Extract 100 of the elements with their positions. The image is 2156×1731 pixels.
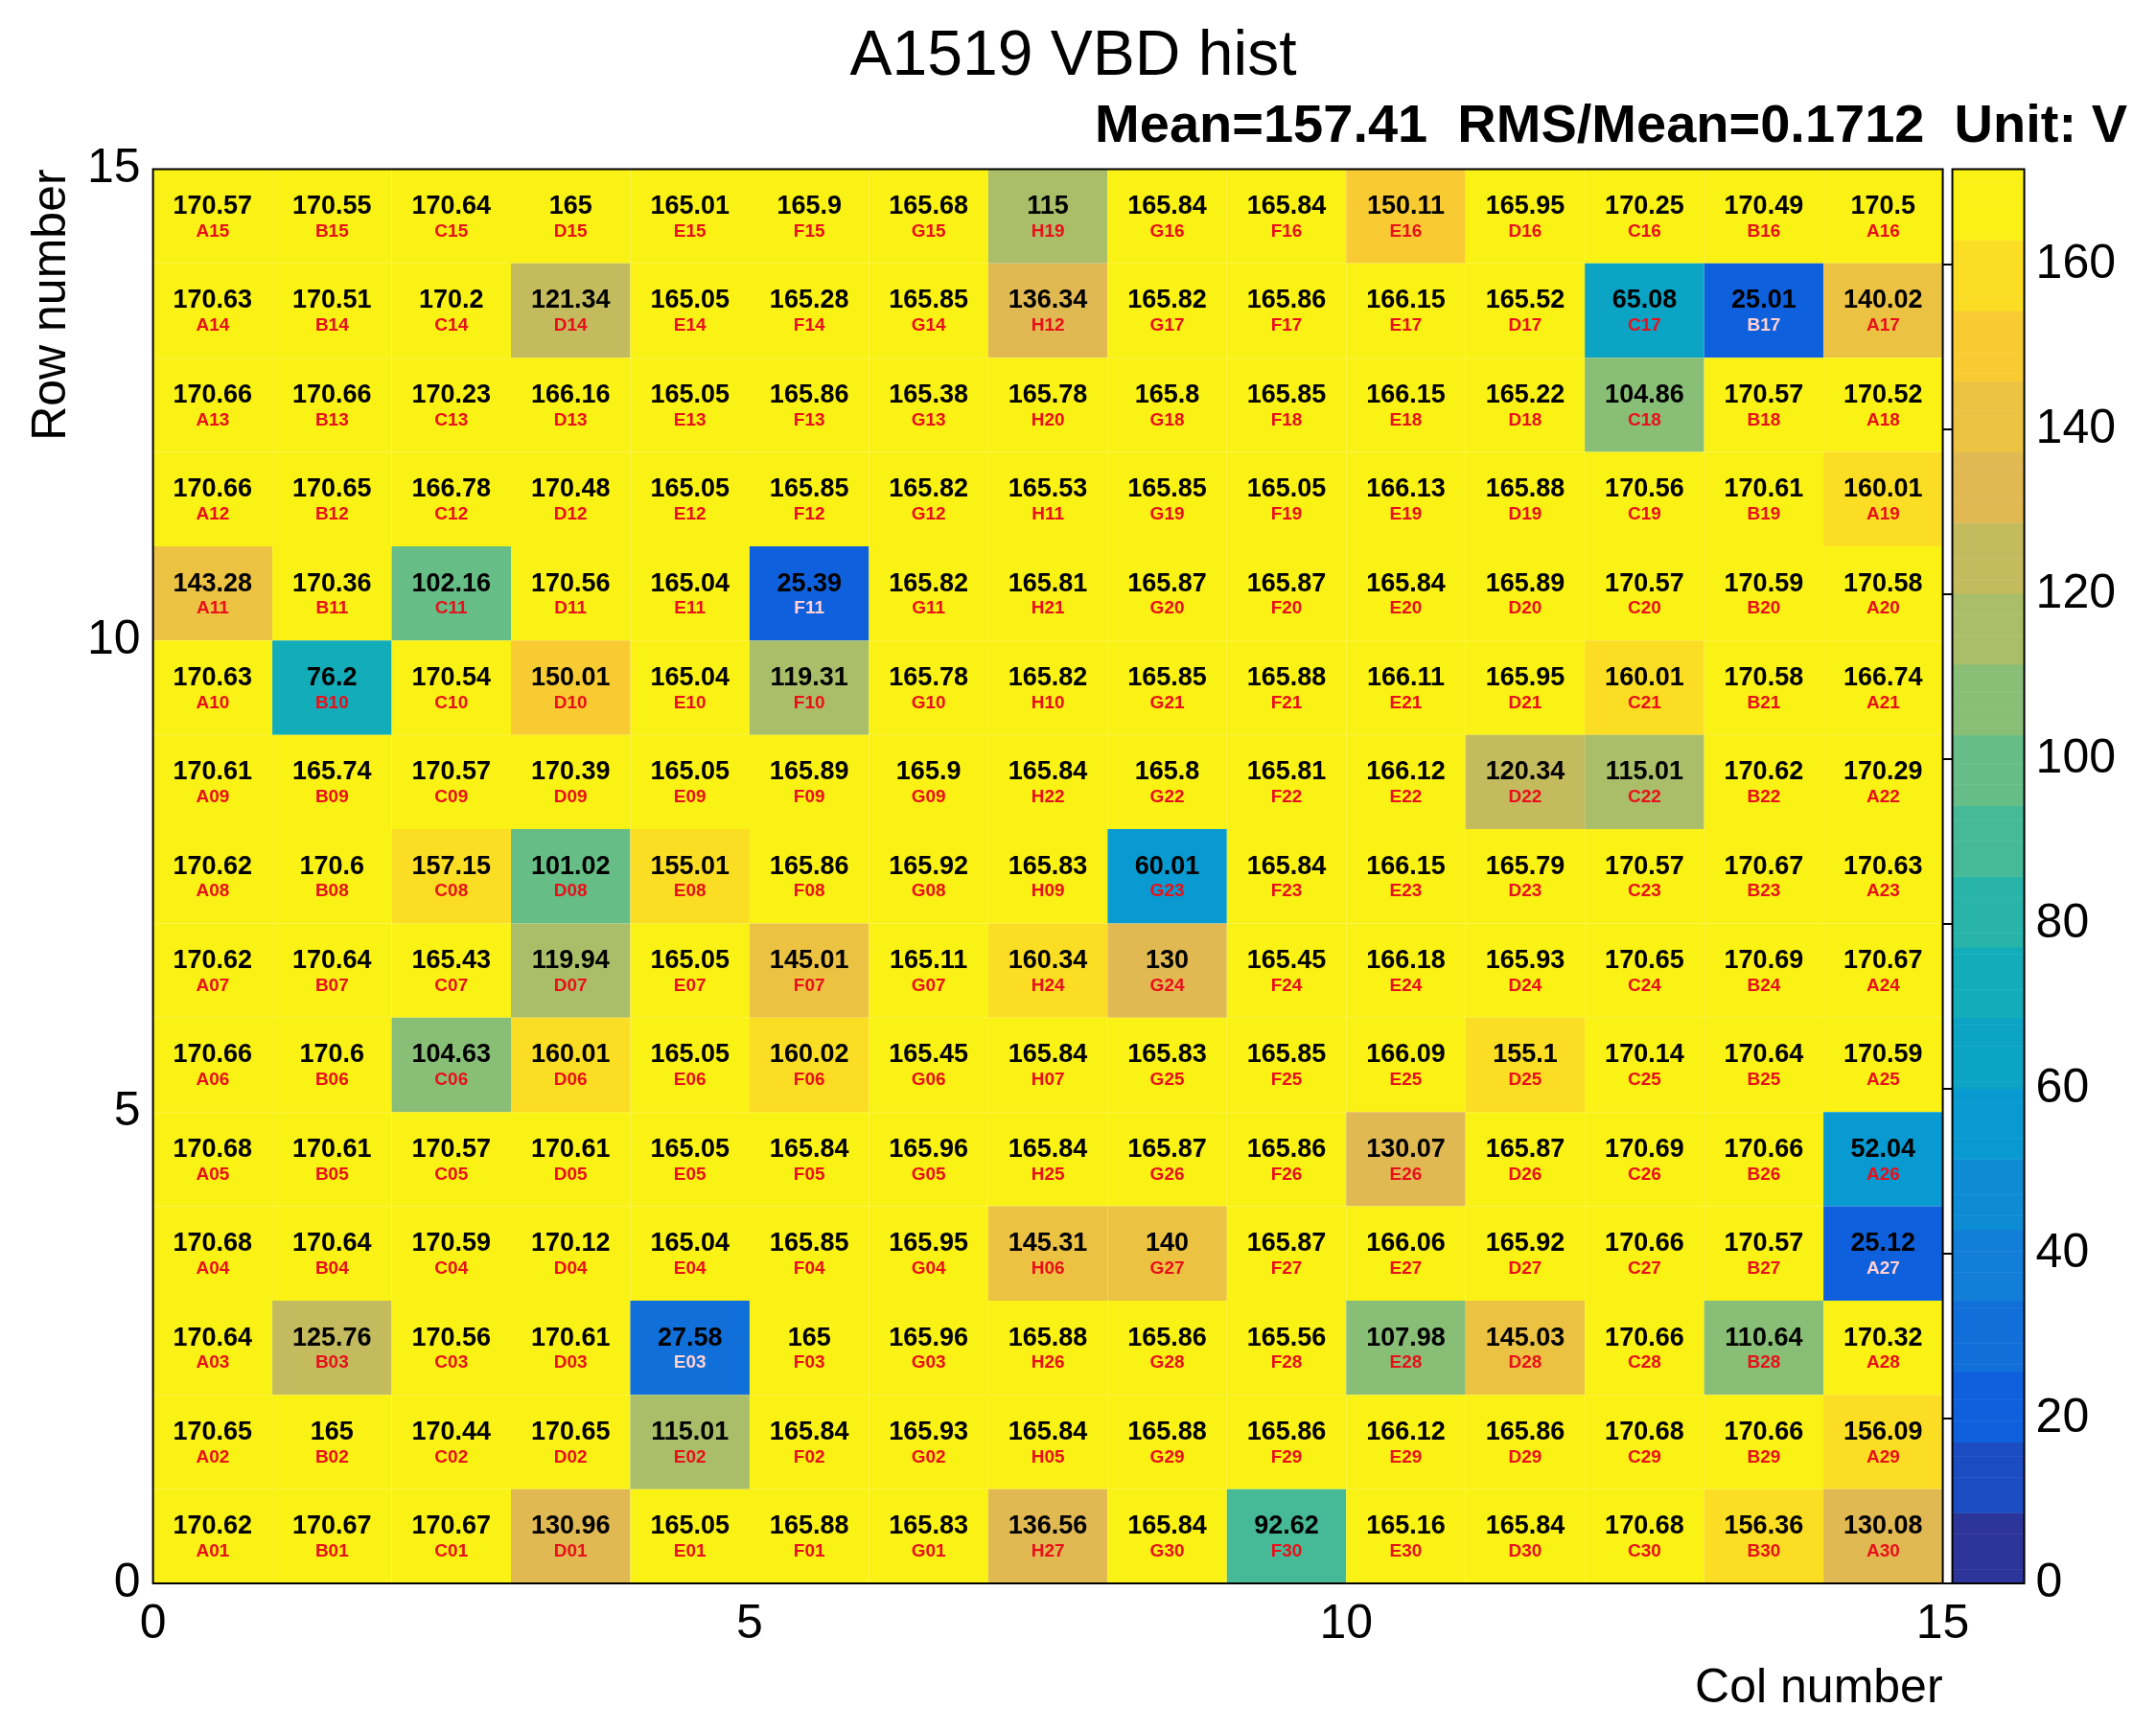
data-label: 166.11 E21 — [1366, 661, 1446, 712]
data-label: 170.61 A09 — [173, 756, 253, 807]
data-label: 165.28 F14 — [769, 285, 849, 335]
data-label: 170.62 A07 — [173, 945, 253, 995]
data-label: 165.88 F21 — [1246, 661, 1327, 712]
chart-title: A1519 VBD hist — [849, 16, 1297, 88]
color-bar-label: 40 — [2035, 1223, 2090, 1278]
color-bar-label: 80 — [2035, 893, 2090, 948]
data-label: 165.84 F02 — [769, 1416, 849, 1466]
data-label: 170.62 A08 — [173, 850, 253, 901]
data-label: 27.58 E03 — [657, 1322, 723, 1373]
data-label: 165.86 G28 — [1127, 1322, 1207, 1373]
data-label: 166.15 E18 — [1366, 379, 1446, 429]
data-label: 165.87 F27 — [1246, 1228, 1327, 1278]
data-label: 170.52 A18 — [1843, 379, 1923, 429]
data-label: 165.85 F12 — [769, 473, 849, 523]
data-label: 165.84 E20 — [1366, 567, 1446, 618]
data-label: 165.8 G18 — [1134, 379, 1200, 429]
data-label: 165.05 E07 — [650, 945, 730, 995]
data-label: 165.8 G22 — [1134, 756, 1200, 807]
data-label: 165.96 G05 — [889, 1133, 968, 1184]
data-label: 156.09 A29 — [1843, 1416, 1923, 1466]
data-label: 166.15 E17 — [1366, 285, 1446, 335]
y-tick-label: 10 — [86, 611, 141, 665]
data-label: 165.84 H07 — [1008, 1039, 1088, 1090]
data-label: 170.6 B06 — [299, 1039, 365, 1090]
data-label: 165.84 H05 — [1008, 1416, 1088, 1466]
data-label: 165.04 E11 — [650, 567, 730, 618]
data-label: 170.54 C10 — [411, 661, 492, 712]
data-label: 165.79 D23 — [1485, 850, 1565, 901]
data-label: 165.05 E14 — [650, 285, 730, 335]
data-label: 170.6 B08 — [299, 850, 365, 901]
data-label: 170.32 A28 — [1843, 1322, 1923, 1373]
data-label: 165.78 H20 — [1008, 379, 1088, 429]
data-label: 170.57 C09 — [411, 756, 492, 807]
data-label: 165.9 F15 — [777, 191, 842, 241]
data-label: 170.64 B25 — [1724, 1039, 1804, 1090]
data-label: 165.85 F18 — [1246, 379, 1327, 429]
data-label: 165.84 F23 — [1246, 850, 1327, 901]
data-label: 170.57 C23 — [1605, 850, 1684, 901]
color-bar-label: 140 — [2035, 399, 2117, 453]
data-label: 170.66 A13 — [173, 379, 253, 429]
data-label: 165.95 G04 — [889, 1228, 968, 1278]
data-label: 160.01 C21 — [1605, 661, 1684, 712]
data-label: 165.81 F22 — [1246, 756, 1327, 807]
data-label: 170.25 C16 — [1605, 191, 1684, 241]
data-label: 165.85 G21 — [1127, 661, 1207, 712]
data-label: 165 B02 — [310, 1416, 354, 1466]
data-label: 165.81 H21 — [1008, 567, 1088, 618]
data-label: 136.56 H27 — [1008, 1511, 1088, 1561]
data-label: 170.67 B01 — [292, 1511, 372, 1561]
x-tick-label: 5 — [736, 1594, 763, 1649]
data-label: 170.63 A14 — [173, 285, 253, 335]
data-label: 165.82 H10 — [1008, 661, 1088, 712]
data-label: 107.98 E28 — [1366, 1322, 1446, 1373]
data-label: 170.61 D03 — [530, 1322, 611, 1373]
data-label: 170.51 B14 — [292, 285, 372, 335]
data-label: 170.61 B05 — [292, 1133, 372, 1184]
data-label: 170.65 C24 — [1605, 945, 1684, 995]
data-label: 165.05 F19 — [1246, 473, 1327, 523]
data-label: 165.05 E05 — [650, 1133, 730, 1184]
data-label: 166.78 C12 — [411, 473, 492, 523]
data-label: 130.96 D01 — [530, 1511, 611, 1561]
data-label: 165.86 F29 — [1246, 1416, 1327, 1466]
data-label: 121.34 D14 — [530, 285, 611, 335]
data-label: 165.87 G20 — [1127, 567, 1207, 618]
data-label: 115 H19 — [1027, 191, 1069, 241]
data-label: 170.64 B04 — [292, 1228, 372, 1278]
y-tick-label: 0 — [113, 1553, 141, 1607]
data-label: 165.85 F25 — [1246, 1039, 1327, 1090]
data-label: 25.39 F11 — [777, 567, 842, 618]
data-label: 165.22 D18 — [1485, 379, 1565, 429]
data-label: 170.68 C30 — [1605, 1511, 1684, 1561]
data-label: 140 G27 — [1146, 1228, 1190, 1278]
data-label: 102.16 C11 — [411, 567, 492, 618]
data-label: 170.23 C13 — [411, 379, 492, 429]
data-label: 165.45 G06 — [889, 1039, 968, 1090]
data-label: 170.61 D05 — [530, 1133, 611, 1184]
data-label: 165.84 G16 — [1127, 191, 1207, 241]
data-label: 165.89 D20 — [1485, 567, 1565, 618]
data-label: 165.86 F26 — [1246, 1133, 1327, 1184]
data-label: 130 G24 — [1146, 945, 1190, 995]
data-label: 130.07 E26 — [1366, 1133, 1446, 1184]
data-label: 115.01 C22 — [1605, 756, 1683, 807]
data-label: 150.01 D10 — [530, 661, 611, 712]
data-label: 165.86 F08 — [769, 850, 849, 901]
data-label: 170.58 B21 — [1724, 661, 1804, 712]
data-label: 170.67 B23 — [1724, 850, 1804, 901]
data-label: 165.92 G08 — [889, 850, 968, 901]
data-label: 170.68 A04 — [173, 1228, 253, 1278]
data-label: 165.84 H22 — [1008, 756, 1088, 807]
data-label: 145.31 H06 — [1008, 1228, 1088, 1278]
data-label: 170.63 A23 — [1843, 850, 1923, 901]
data-label: 119.94 D07 — [531, 945, 610, 995]
data-label: 170.66 B13 — [292, 379, 372, 429]
data-label: 170.56 D11 — [530, 567, 611, 618]
data-label: 156.36 B30 — [1724, 1511, 1804, 1561]
data-label: 166.13 E19 — [1366, 473, 1446, 523]
data-label: 104.86 C18 — [1605, 379, 1684, 429]
data-label: 160.02 F06 — [769, 1039, 849, 1090]
